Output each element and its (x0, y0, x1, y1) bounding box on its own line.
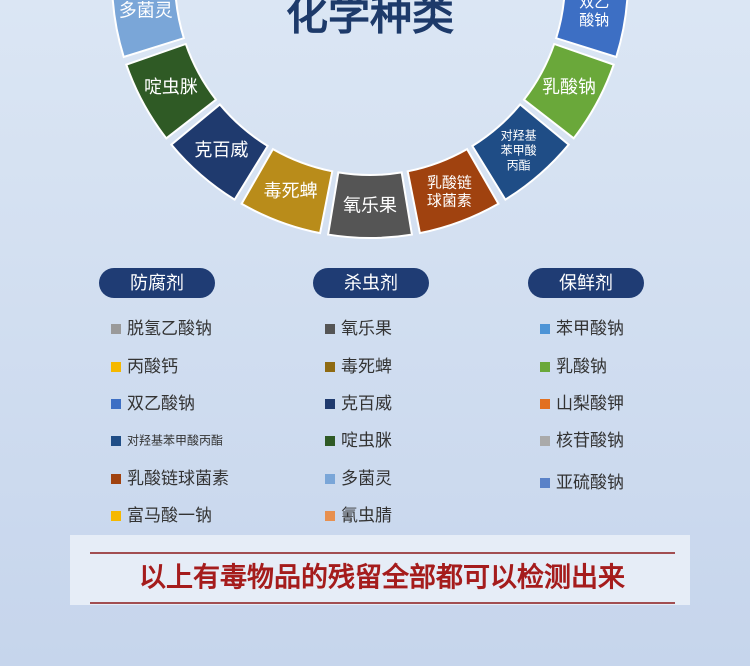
item-label: 核苷酸钠 (556, 431, 624, 451)
item-label: 毒死蜱 (341, 357, 392, 377)
segment-label: 苯甲酸 (501, 142, 537, 157)
legend-swatch (540, 362, 550, 372)
segment-label: 双乙 (579, 0, 609, 11)
item-label: 对羟基苯甲酸丙酯 (127, 433, 223, 448)
item-label: 多菌灵 (341, 469, 392, 489)
segment-label: 对羟基 (501, 127, 537, 142)
legend-swatch (111, 399, 121, 409)
category-pill (528, 268, 644, 298)
legend-swatch (111, 474, 121, 484)
ring-segment (470, 103, 571, 202)
item-label: 氰虫腈 (341, 506, 392, 526)
legend-swatch (325, 362, 335, 372)
item-label: 啶虫脒 (341, 431, 392, 451)
legend-swatch (540, 324, 550, 334)
item-label: 山梨酸钾 (556, 394, 624, 414)
segment-label: 丙酯 (507, 158, 531, 172)
legend-swatch (111, 511, 121, 521)
ring-segment (169, 103, 270, 202)
legend-swatch (325, 399, 335, 409)
segment-label: 克百威 (194, 140, 248, 161)
legend-swatch (540, 399, 550, 409)
ring-segment (554, 0, 629, 59)
legend-swatch (325, 324, 335, 334)
item-label: 克百威 (341, 394, 392, 414)
ring-segment (406, 147, 500, 235)
segment-label: 多菌灵 (119, 1, 173, 22)
category-pill (99, 268, 215, 298)
legend-swatch (111, 436, 121, 446)
item-label: 双乙酸钠 (127, 394, 195, 414)
legend-swatch (540, 478, 550, 488)
segment-label: 乳酸钠 (542, 77, 596, 98)
category-title: 保鲜剂 (559, 273, 613, 294)
legend-swatch (325, 511, 335, 521)
segment-label: 酸钠 (579, 11, 609, 29)
segment-label: 啶虫脒 (144, 77, 198, 98)
title: 化学种类 (286, 0, 454, 40)
legend-swatch (111, 362, 121, 372)
item-label: 乳酸链球菌素 (127, 469, 229, 489)
item-label: 氧乐果 (341, 319, 392, 339)
legend-swatch (325, 436, 335, 446)
item-label: 乳酸钠 (556, 357, 607, 377)
category-pill (313, 268, 429, 298)
item-label: 苯甲酸钠 (556, 319, 624, 339)
ring-segment (125, 42, 218, 140)
segment-label: 毒死蜱 (264, 181, 318, 202)
segment-label: 球菌素 (427, 192, 472, 210)
category-title: 防腐剂 (130, 273, 184, 294)
legend-swatch (325, 474, 335, 484)
ring-segment (522, 42, 615, 140)
segment-label: 氧乐果 (343, 196, 397, 217)
ring-segment (240, 147, 334, 235)
segment-label: 乳酸链 (427, 174, 472, 192)
item-label: 脱氢乙酸钠 (127, 319, 212, 339)
footer-text: 以上有毒物品的残留全部都可以检测出来 (139, 562, 625, 594)
category-title: 杀虫剂 (344, 273, 398, 294)
footer-box (70, 535, 690, 605)
item-label: 丙酸钙 (127, 357, 178, 377)
ring-segment (326, 171, 414, 239)
legend-swatch (111, 324, 121, 334)
legend-swatch (540, 436, 550, 446)
item-label: 亚硫酸钠 (556, 473, 624, 493)
item-label: 富马酸一钠 (127, 506, 212, 526)
ring-segment (111, 0, 186, 59)
